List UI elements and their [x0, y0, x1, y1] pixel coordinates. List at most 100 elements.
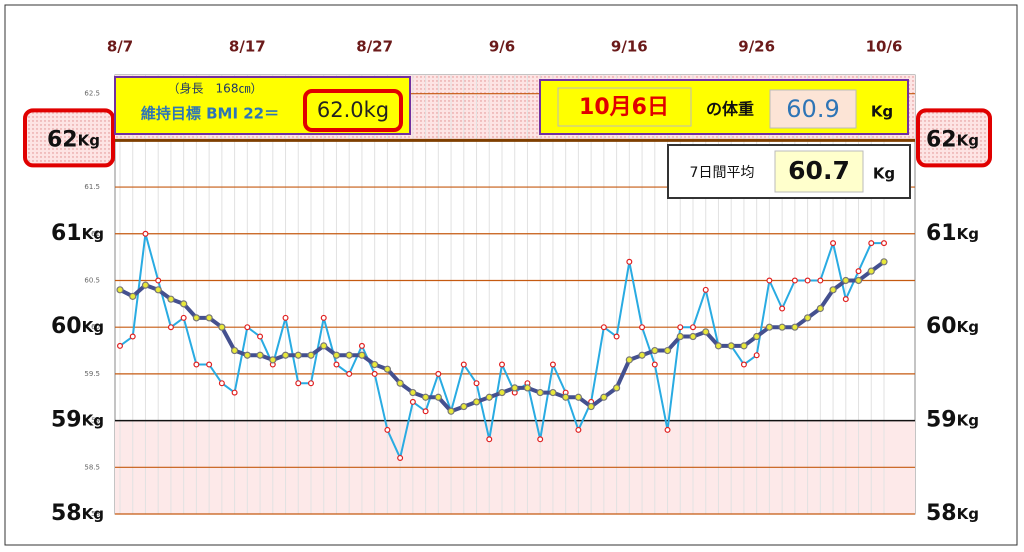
kg-unit: Kg: [957, 224, 979, 242]
point: [307, 351, 315, 359]
y-tick-label: 61.5: [84, 183, 100, 191]
point: [651, 346, 659, 355]
point: [486, 436, 493, 443]
kg-value: 58: [51, 501, 82, 526]
overlay: （身長 168㎝） 維持目標 BMI 22＝ 62.0kg 10月6日 の体重 …: [114, 76, 911, 199]
point: [880, 258, 888, 266]
point: [613, 333, 620, 340]
point: [574, 393, 583, 401]
point: [269, 356, 277, 364]
kg-label: 61Kg: [926, 221, 979, 246]
point: [829, 286, 837, 294]
point: [702, 286, 709, 293]
point: [180, 314, 187, 321]
point: [383, 365, 391, 373]
kg-value: 62: [926, 127, 957, 152]
kg-value: 62: [47, 127, 78, 152]
kg-label: 59Kg: [926, 408, 979, 433]
kg-label: 58Kg: [926, 501, 979, 526]
point: [358, 342, 365, 349]
point: [817, 277, 824, 284]
latest-value-box: [769, 89, 857, 129]
kg-value: 58: [926, 501, 957, 526]
unit: Kg: [873, 165, 895, 183]
y-tick-label: 59.5: [84, 370, 100, 378]
point: [333, 361, 340, 368]
point: [854, 276, 863, 285]
point: [116, 286, 124, 294]
point: [779, 305, 786, 312]
kg-value: 61: [926, 221, 957, 246]
point: [141, 281, 150, 289]
latest-date: 10月6日: [579, 95, 669, 120]
point: [639, 324, 646, 331]
point: [765, 323, 774, 331]
average-value: 60.7: [788, 156, 850, 185]
kg-unit: Kg: [957, 131, 979, 149]
point: [689, 332, 697, 341]
point: [243, 351, 251, 359]
bmi-label: 維持目標 BMI 22＝: [141, 105, 279, 123]
point: [308, 380, 315, 387]
point: [778, 323, 786, 331]
point: [281, 351, 290, 359]
point: [867, 267, 875, 275]
x-tick-label: 9/26: [738, 38, 775, 56]
x-tick-label: 8/17: [229, 38, 266, 56]
x-tick-label: 9/16: [611, 38, 648, 56]
x-tick-label: 8/27: [356, 38, 393, 56]
point: [766, 277, 773, 284]
point: [600, 324, 607, 331]
point: [536, 388, 544, 397]
target-value-box: [303, 89, 403, 132]
point: [562, 393, 570, 401]
latest-value: 60.9: [786, 95, 839, 123]
point: [842, 296, 849, 303]
point: [167, 295, 175, 303]
point: [206, 361, 213, 368]
point: [485, 393, 493, 401]
point: [320, 342, 328, 350]
point: [803, 314, 812, 322]
y-tick-label: 62.5: [84, 90, 100, 98]
point: [295, 380, 302, 387]
kg-unit: Kg: [82, 318, 104, 336]
y-tick-label: 61: [91, 230, 100, 238]
point: [396, 379, 404, 387]
point: [294, 351, 302, 359]
point: [549, 361, 556, 368]
point: [460, 361, 467, 368]
point: [332, 351, 341, 359]
point: [397, 454, 404, 461]
point: [702, 328, 710, 336]
unit: Kg: [871, 103, 893, 121]
point: [116, 342, 123, 349]
x-tick-label: 8/7: [107, 38, 133, 56]
point: [346, 370, 353, 377]
point: [549, 388, 557, 397]
average-label: 7日間平均: [690, 165, 755, 181]
point: [384, 426, 391, 433]
point: [868, 240, 875, 247]
point: [727, 342, 735, 350]
kg-unit: Kg: [82, 505, 104, 523]
point: [193, 361, 200, 368]
kg-unit: Kg: [957, 318, 979, 336]
date-box: [557, 87, 692, 127]
height-note: （身長 168㎝）: [168, 81, 263, 96]
point: [625, 356, 633, 364]
point: [537, 436, 544, 443]
average-value-box: [774, 150, 864, 193]
point: [753, 352, 760, 359]
x-tick-label: 10/6: [866, 38, 903, 56]
y-tick-label: 60.5: [84, 276, 100, 284]
point: [422, 408, 429, 415]
point: [473, 380, 480, 387]
kg-unit: Kg: [82, 224, 104, 242]
point: [434, 393, 442, 401]
point: [205, 314, 213, 322]
point: [282, 314, 289, 321]
point: [345, 351, 353, 359]
point: [842, 276, 850, 285]
point: [816, 304, 824, 313]
